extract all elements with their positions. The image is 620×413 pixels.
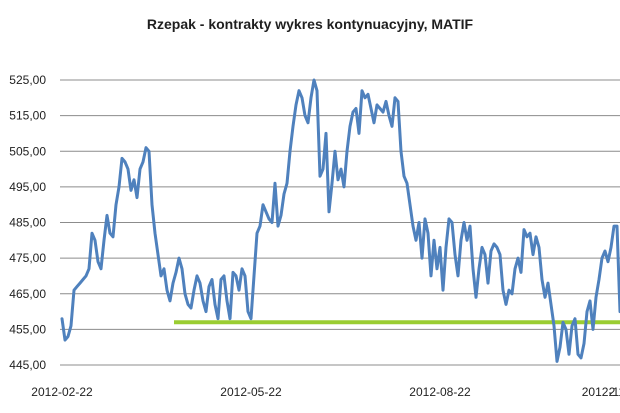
- y-tick-label: 505,00: [9, 144, 46, 158]
- x-axis-ticks: 2012-02-22 2012-05-22 2012-08-22 2012-11-22…: [31, 385, 620, 399]
- y-tick-label: 485,00: [9, 216, 46, 230]
- y-tick-label: 515,00: [9, 109, 46, 123]
- y-tick-label: 525,00: [9, 73, 46, 87]
- x-tick-label: 2012-02-22: [31, 385, 93, 399]
- x-tick-label: 2012-11-22: [582, 385, 620, 399]
- x-tick-label: 2012-08-22: [409, 385, 471, 399]
- series-line: [60, 78, 620, 363]
- y-tick-label: 475,00: [9, 251, 46, 265]
- y-tick-label: 495,00: [9, 180, 46, 194]
- x-tick-label: 2012-05-22: [220, 385, 282, 399]
- y-axis-ticks: 445,00 455,00 465,00 475,00 485,00 495,00 505,…: [9, 73, 46, 372]
- gridlines: [60, 79, 620, 366]
- chart-title: Rzepak - kontrakty wykres kontynuacyjny,…: [146, 16, 474, 32]
- y-tick-label: 465,00: [9, 287, 46, 301]
- x-tick-label: 2: [609, 385, 616, 399]
- y-tick-label: 455,00: [9, 322, 46, 336]
- y-tick-label: 445,00: [9, 358, 46, 372]
